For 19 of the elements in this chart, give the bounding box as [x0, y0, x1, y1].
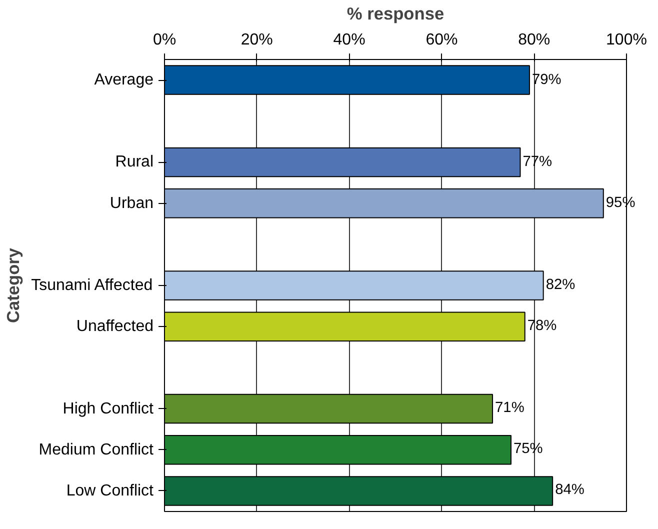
- y-axis-title: Category: [3, 248, 24, 324]
- y-tick-label: Medium Conflict: [38, 441, 154, 458]
- x-tick-label: 80%: [518, 32, 550, 48]
- y-tick-label: Average: [94, 72, 154, 89]
- y-tick-label: Tsunami Affected: [31, 277, 153, 294]
- data-label: 84%: [555, 482, 584, 498]
- y-tick-label: Rural: [115, 154, 154, 171]
- x-tick-label: 40%: [333, 32, 366, 48]
- data-label: 82%: [546, 277, 576, 293]
- x-axis-title: % response: [346, 4, 444, 24]
- y-tick-label: High Conflict: [62, 400, 154, 418]
- x-tick-label: 100%: [606, 32, 647, 48]
- y-tick-label: Urban: [110, 194, 154, 212]
- data-label: 71%: [495, 400, 524, 416]
- y-tick-label: Unaffected: [76, 318, 154, 336]
- x-tick-label: 0%: [152, 32, 176, 48]
- x-tick-label: 20%: [240, 32, 273, 48]
- y-tick-label: Low Conflict: [66, 482, 154, 500]
- x-tick-label: 60%: [426, 32, 458, 48]
